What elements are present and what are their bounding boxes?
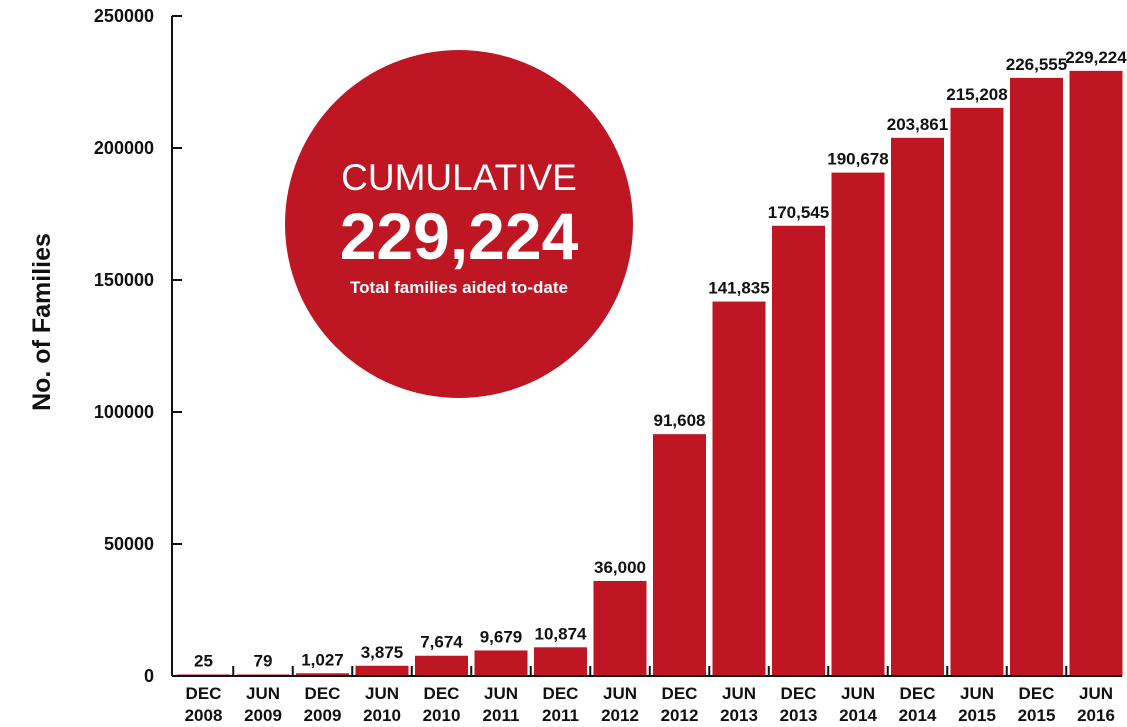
y-tick-label: 250000: [94, 6, 154, 26]
x-tick-label-year: 2010: [423, 706, 461, 725]
x-tick-label-month: JUN: [841, 684, 875, 703]
bar-value-label: 226,555: [1006, 55, 1067, 74]
bar: [772, 225, 825, 676]
x-tick-label-year: 2011: [483, 706, 520, 725]
bar-value-label: 203,861: [887, 115, 948, 134]
bars-group: 25 79 1,027 3,875 7,674 9,679 10,874 36,000 91,6…: [177, 48, 1127, 677]
callout-circle: [285, 50, 633, 398]
x-tick-label-year: 2013: [780, 706, 818, 725]
x-tick-label-year: 2008: [185, 706, 223, 725]
bar-value-label: 91,608: [654, 411, 706, 430]
bar: [891, 137, 944, 677]
x-tick-label-month: DEC: [781, 684, 817, 703]
bar-value-label: 3,875: [361, 643, 404, 662]
x-tick-label-month: DEC: [662, 684, 698, 703]
bar: [1069, 70, 1123, 677]
bar-value-label: 190,678: [827, 150, 888, 169]
x-tick-label-year: 2011: [542, 706, 579, 725]
x-tick-label-month: DEC: [424, 684, 460, 703]
cumulative-callout: CUMULATIVE 229,224 Total families aided …: [285, 50, 633, 398]
x-tick-label-year: 2009: [244, 706, 282, 725]
x-tick-label-month: DEC: [1019, 684, 1055, 703]
x-tick-label-month: JUN: [1079, 684, 1113, 703]
bar-value-label: 7,674: [420, 633, 463, 652]
callout-heading: CUMULATIVE: [341, 157, 577, 198]
x-tick-label-year: 2015: [958, 706, 996, 725]
x-tick-label-year: 2014: [899, 706, 937, 725]
bar: [415, 655, 468, 676]
x-tick-label-year: 2012: [661, 706, 699, 725]
x-tick-label-month: JUN: [960, 684, 994, 703]
bar-value-label: 1,027: [301, 650, 344, 669]
x-tick-label-month: JUN: [603, 684, 637, 703]
bar: [712, 301, 766, 676]
y-tick-label: 150000: [94, 270, 154, 290]
bar: [355, 665, 409, 676]
bar-value-label: 25: [194, 652, 213, 671]
y-axis-label: No. of Families: [28, 233, 56, 411]
x-axis: DEC 2008 JUN 2009 DEC 2009 JUN 2010 DEC 2010 JUN 20…: [172, 666, 1122, 725]
y-tick-label: 200000: [94, 138, 154, 158]
x-tick-label-month: JUN: [365, 684, 399, 703]
x-tick-label-month: JUN: [484, 684, 518, 703]
callout-caption: Total families aided to-date: [350, 278, 568, 297]
bar: [831, 172, 885, 676]
bar-value-label: 170,545: [768, 203, 829, 222]
bar: [1010, 77, 1063, 677]
x-tick-label-year: 2009: [304, 706, 342, 725]
x-tick-label-month: DEC: [900, 684, 936, 703]
bar: [653, 434, 706, 676]
y-axis: 0 50000 100000 150000 200000 250000: [94, 6, 182, 686]
callout-value: 229,224: [340, 199, 579, 273]
x-tick-label-year: 2015: [1018, 706, 1056, 725]
y-tick-label: 50000: [104, 534, 154, 554]
x-tick-label-month: JUN: [246, 684, 280, 703]
bar-value-label: 141,835: [708, 279, 769, 298]
x-tick-label-month: DEC: [305, 684, 341, 703]
y-tick-label: 100000: [94, 402, 154, 422]
bar-value-label: 9,679: [480, 627, 523, 646]
bar: [474, 650, 528, 676]
bar-value-label: 215,208: [946, 85, 1007, 104]
bar: [950, 107, 1004, 676]
bar: [534, 647, 587, 676]
x-tick-label-month: DEC: [543, 684, 579, 703]
x-tick-label-year: 2010: [363, 706, 401, 725]
x-tick-label-month: JUN: [722, 684, 756, 703]
x-tick-label-year: 2012: [601, 706, 639, 725]
x-tick-label-year: 2013: [720, 706, 758, 725]
x-tick-label-year: 2014: [839, 706, 877, 725]
y-tick-label: 0: [144, 666, 154, 686]
bar-value-label: 79: [254, 652, 273, 671]
x-tick-label-year: 2016: [1077, 706, 1115, 725]
bar-value-label: 36,000: [594, 558, 646, 577]
x-tick-label-month: DEC: [186, 684, 222, 703]
bar: [593, 580, 647, 676]
bar-value-label: 229,224: [1065, 48, 1127, 67]
bar-value-label: 10,874: [535, 624, 588, 643]
bar: [296, 673, 349, 676]
